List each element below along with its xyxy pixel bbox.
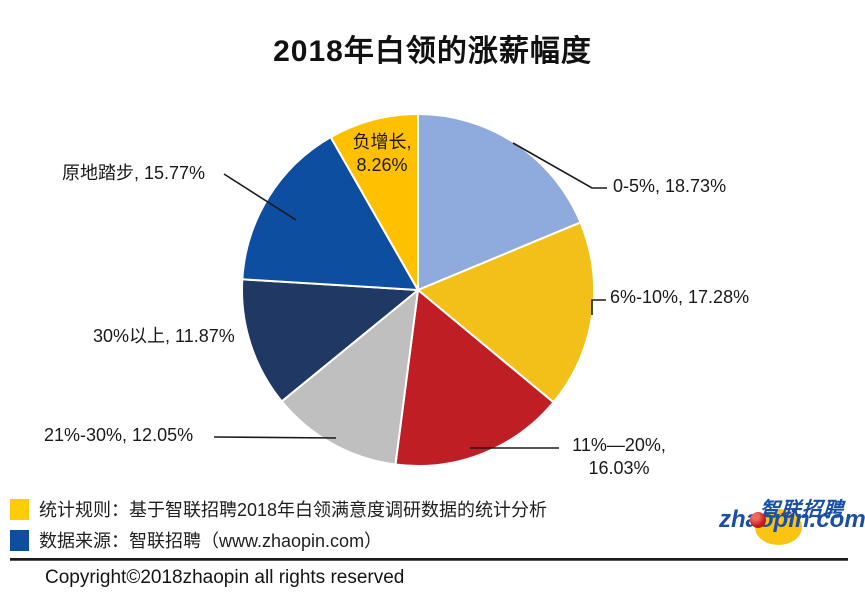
pie-label-21-30: 21%-30%, 12.05% (44, 425, 194, 445)
legend-row-rule: 统计规则：基于智联招聘2018年白领满意度调研数据的统计分析 (10, 496, 547, 522)
leader-line-stay (223, 173, 297, 221)
footer-divider (10, 558, 848, 561)
leader-lines (213, 142, 607, 449)
pie-slice-30%以上 (241, 278, 419, 403)
pie-slices (241, 113, 595, 467)
pie-label-6-10: 6%-10%, 17.28% (610, 287, 750, 307)
pie-slice-21%-30% (280, 289, 419, 466)
legend-text-source: 数据来源：智联招聘（www.zhaopin.com） (39, 531, 383, 551)
pie-label-stay: 原地踏步, 15.77% (62, 163, 206, 183)
chart-title: 2018年白领的涨薪幅度 (273, 35, 592, 68)
pie-label-0-5: 0-5%, 18.73% (613, 176, 727, 196)
pie-slice-11%—20% (394, 289, 555, 467)
pie-slice-负增长 (329, 113, 419, 291)
logo-red-ball-icon (750, 512, 766, 528)
pie-slice-原地踏步 (241, 136, 419, 291)
pie-label-negative-growth: 负增长, 8.26% (352, 132, 412, 175)
legend-swatch-yellow (10, 498, 29, 520)
leader-line-21-30 (213, 436, 337, 439)
pie-label-11-20: 11%—20%, 16.03% (572, 435, 666, 478)
logo-domain-text: zhaopin.com (719, 506, 865, 533)
leader-line-6-10 (591, 299, 606, 315)
legend-text-rule: 统计规则：基于智联招聘2018年白领满意度调研数据的统计分析 (39, 500, 548, 520)
pie-label-30-plus: 30%以上, 11.87% (93, 326, 235, 346)
leader-line-0-5 (512, 142, 607, 189)
copyright-text: Copyright©2018zhaopin all rights reserve… (45, 567, 405, 588)
legend-row-source: 数据来源：智联招聘（www.zhaopin.com） (10, 527, 382, 553)
legend-swatch-blue (10, 529, 29, 551)
pie-slice-6%-10% (417, 221, 595, 404)
zhaopin-logo: 智联招聘 zhaopin.com (705, 492, 865, 554)
